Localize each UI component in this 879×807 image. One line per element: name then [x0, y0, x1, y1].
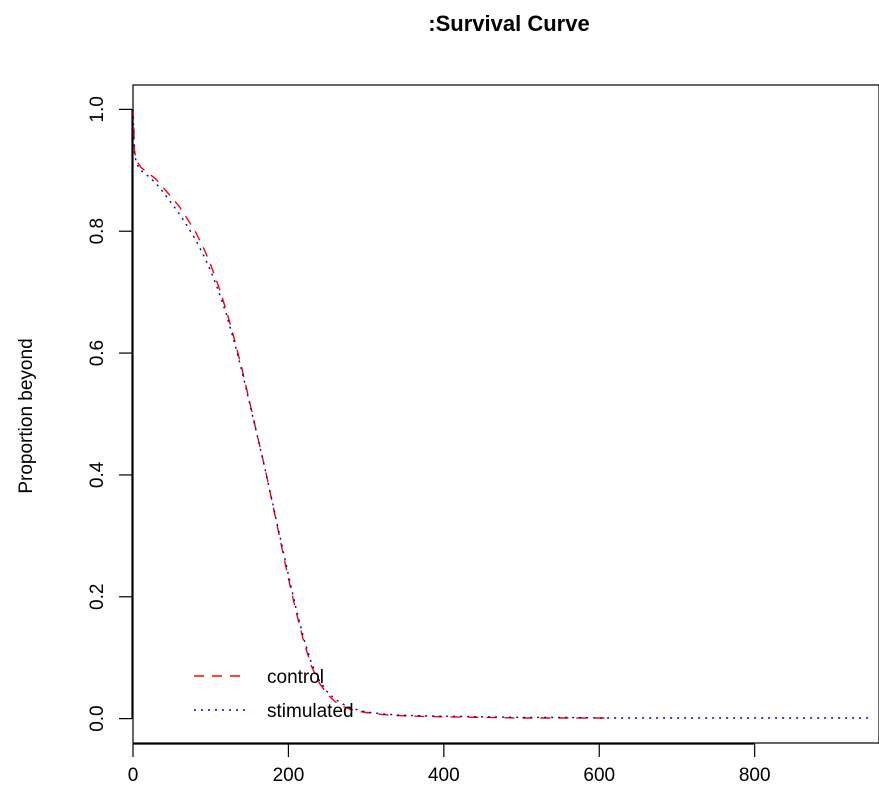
x-tick-label: 800: [739, 765, 771, 786]
x-tick-label: 400: [428, 765, 460, 786]
x-tick-label: 200: [273, 765, 305, 786]
y-axis: 0.0 0.2 0.4 0.6 0.8 1.0: [87, 96, 133, 732]
series-line-stimulated: [132, 109, 872, 719]
x-axis: 0 200 400 600 800: [128, 743, 771, 786]
y-tick-label: 1.0: [87, 96, 108, 122]
chart-title: :Survival Curve: [428, 11, 589, 36]
legend-label-stimulated: stimulated: [267, 701, 354, 722]
legend: control stimulated: [194, 667, 354, 722]
y-tick-label: 0.2: [87, 584, 108, 610]
series-layer: [132, 109, 872, 719]
x-tick-label: 600: [583, 765, 615, 786]
y-axis-label: Proportion beyond: [16, 338, 37, 493]
y-tick-label: 0.0: [87, 705, 108, 731]
series-line-control: [132, 109, 607, 719]
y-tick-label: 0.8: [87, 218, 108, 244]
legend-label-control: control: [267, 667, 324, 688]
plot-frame: [132, 84, 879, 744]
x-tick-label: 0: [128, 765, 139, 786]
y-tick-label: 0.6: [87, 340, 108, 366]
y-tick-label: 0.4: [87, 461, 108, 488]
